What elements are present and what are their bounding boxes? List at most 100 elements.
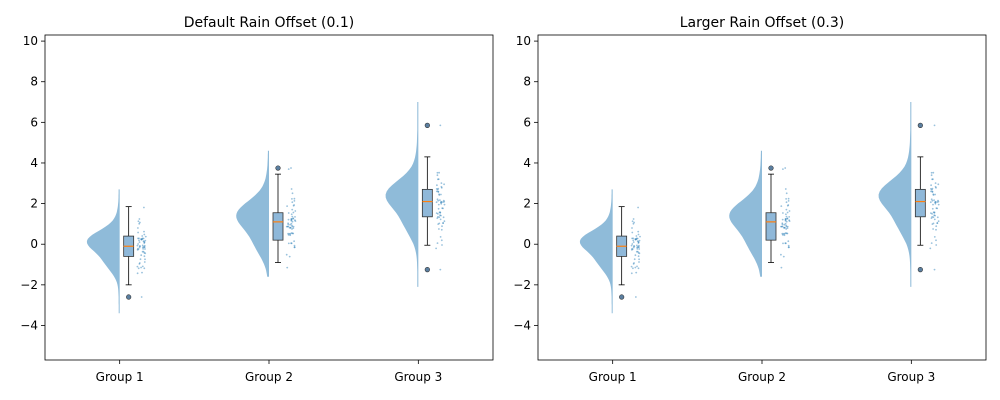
rain-point <box>636 248 639 250</box>
rain-point <box>140 238 143 241</box>
rain-point <box>140 254 143 257</box>
rain-point <box>632 241 635 244</box>
rain-point <box>294 219 296 222</box>
rain-point <box>143 233 146 236</box>
rain-point <box>631 248 634 251</box>
rain-point <box>787 244 790 247</box>
rain-point <box>438 228 440 230</box>
rain-point <box>290 242 292 245</box>
rain-point <box>639 235 641 238</box>
rain-point <box>934 182 937 185</box>
rain-point <box>933 268 936 271</box>
rain-point <box>141 235 144 237</box>
rain-point <box>440 201 442 204</box>
y-tick-label: −4 <box>20 318 38 332</box>
rain-point <box>440 200 443 203</box>
rain-point <box>291 232 294 235</box>
rain-point <box>783 232 786 235</box>
rain-point <box>287 212 290 214</box>
y-tick-label: 6 <box>30 115 38 129</box>
rain-point <box>637 240 640 243</box>
rain-point <box>631 247 633 250</box>
rain-point <box>935 207 938 210</box>
rain-point <box>442 222 444 224</box>
rain-point <box>287 223 290 226</box>
y-tick-label: 4 <box>523 156 531 170</box>
rain-point <box>437 178 439 181</box>
y-tick-label: 10 <box>516 34 531 48</box>
rain-point <box>290 213 293 216</box>
rain-point <box>933 214 936 217</box>
rain-point <box>289 232 292 235</box>
rain-point <box>138 239 140 242</box>
rain-point <box>780 225 782 228</box>
rain-point <box>785 220 788 223</box>
cloud-violin <box>579 189 613 314</box>
rain-point <box>440 228 443 231</box>
y-tick-label: 4 <box>30 156 38 170</box>
rain-point <box>782 242 784 245</box>
rain-point <box>287 232 289 235</box>
rain-point <box>138 218 141 220</box>
rain-point <box>785 215 788 218</box>
rain-point <box>785 242 787 245</box>
rain-point <box>780 205 783 208</box>
rain-point <box>637 230 640 233</box>
rain-point <box>783 234 786 237</box>
rain-point <box>633 245 635 248</box>
rain-point <box>143 246 146 248</box>
rain-point <box>637 241 640 244</box>
rain-point <box>293 244 296 247</box>
rain-point <box>634 238 637 240</box>
rain-point <box>137 220 140 223</box>
rain-point <box>935 244 938 246</box>
rain-point <box>785 224 787 227</box>
box-iqr <box>421 188 433 218</box>
rain-point <box>440 202 443 205</box>
rain-point <box>435 212 438 215</box>
outlier-point <box>917 267 923 273</box>
rain-point <box>141 238 144 241</box>
rain-point <box>637 267 640 270</box>
outlier-point <box>126 294 132 300</box>
rain-point <box>144 258 146 261</box>
rain-point <box>780 266 783 269</box>
rain-point <box>786 227 789 230</box>
rain-point <box>285 253 288 256</box>
rain-point <box>781 222 784 225</box>
rain-point <box>785 225 788 228</box>
rain-point <box>436 242 439 245</box>
rain-point <box>785 232 788 235</box>
rain-point <box>137 267 140 270</box>
rain-point <box>631 227 633 229</box>
rain-point <box>784 219 787 221</box>
rain-point <box>136 272 139 275</box>
rain-point <box>787 200 790 202</box>
rain-point <box>443 200 446 203</box>
rain-point <box>138 241 141 244</box>
rain-point <box>439 236 442 238</box>
rain-point <box>782 232 785 235</box>
rain-point <box>437 203 440 206</box>
rain-point <box>439 268 442 271</box>
rain-point <box>293 246 296 249</box>
rain-point <box>144 248 146 250</box>
rain-point <box>438 194 441 196</box>
rain-point <box>292 217 295 220</box>
rain-point <box>932 211 935 214</box>
rain-point <box>290 219 293 222</box>
rain-point <box>929 247 932 250</box>
rain-point <box>142 246 145 248</box>
rain-point <box>286 266 289 269</box>
outlier-point <box>424 122 430 128</box>
rain-point <box>634 296 637 298</box>
rain-point <box>638 261 640 263</box>
rain-point <box>930 188 932 190</box>
rain-point <box>138 237 140 240</box>
rain-point <box>141 244 144 247</box>
rain-point <box>287 218 290 221</box>
rain-point <box>637 246 640 249</box>
outlier-point <box>619 294 625 300</box>
rain-point <box>144 252 147 255</box>
